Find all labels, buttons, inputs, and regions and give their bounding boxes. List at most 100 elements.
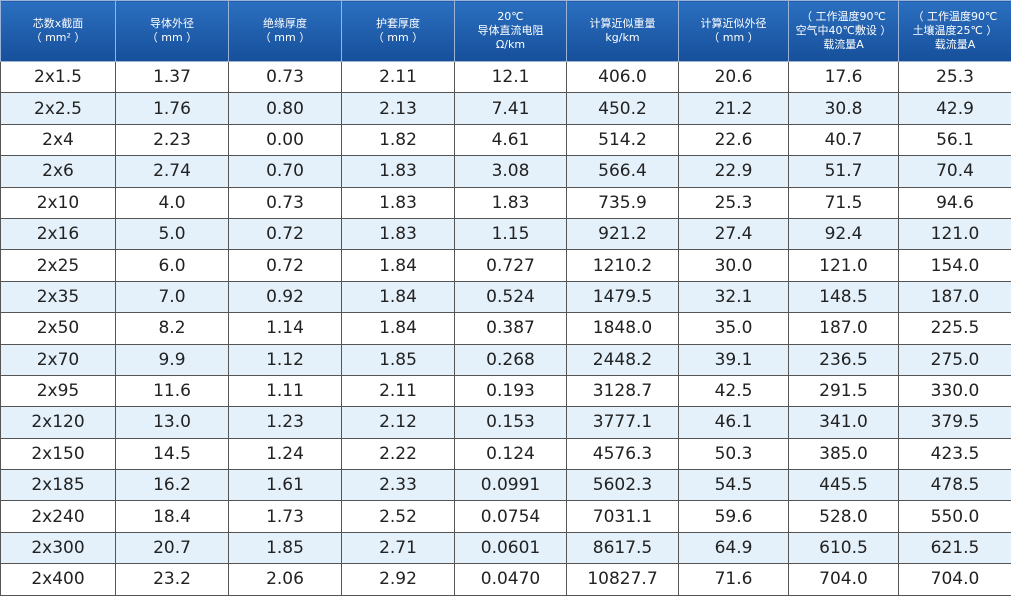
table-cell: 2.33 [341,469,455,502]
table-cell: 22.9 [678,155,789,188]
table-cell: 16.2 [115,469,229,502]
header-cell: 计算近似外径（ mm ） [678,0,789,62]
header-row: 芯数x截面（ mm² ）导体外径（ mm ）绝缘厚度（ mm ）护套厚度（ mm… [0,0,1011,62]
table-cell: 187.0 [898,280,1011,314]
table-cell: 2x25 [0,249,116,282]
table-cell: 1.24 [228,437,342,471]
header-line: （ mm ） [259,31,311,44]
table-cell: 2.92 [341,563,455,596]
table-cell: 2x150 [0,437,116,471]
table-cell: 2.71 [341,531,455,565]
table-cell: 2x2.5 [0,92,116,125]
table-cell: 54.5 [678,469,789,502]
table-cell: 2.06 [228,563,342,596]
table-cell: 2x16 [0,217,116,251]
table-cell: 423.5 [898,437,1011,471]
table-cell: 59.6 [678,500,789,533]
header-line: 计算近似重量 [589,17,656,30]
table-cell: 0.73 [228,186,342,219]
table-cell: 2x185 [0,469,116,502]
table-cell: 621.5 [898,531,1011,565]
table-cell: 1.73 [228,500,342,533]
table-cell: 0.00 [228,123,342,157]
table-cell: 0.153 [454,406,567,439]
table-cell: 1.83 [341,155,455,188]
table-cell: 148.5 [788,280,899,314]
header-cell: （ 工作温度90℃ 土壤温度25℃ ）载流量A [898,0,1011,62]
header-line: 计算近似外径 [700,17,767,30]
table-cell: 1.37 [115,60,229,94]
table-cell: 2x400 [0,563,116,596]
table-row: 2x150 14.5 1.24 2.22 0.124 4576.3 50.3 385.0 423… [0,437,1011,471]
table-cell: 1.84 [341,312,455,345]
table-cell: 22.6 [678,123,789,157]
table-cell: 1.11 [228,374,342,408]
table-cell: 5.0 [115,217,229,251]
table-cell: 0.80 [228,92,342,125]
table-cell: 1.14 [228,312,342,345]
table-cell: 6.0 [115,249,229,282]
table-cell: 1.85 [228,531,342,565]
table-cell: 64.9 [678,531,789,565]
table-cell: 50.3 [678,437,789,471]
table-cell: 42.9 [898,92,1011,125]
table-cell: 291.5 [788,374,899,408]
table-cell: 2x70 [0,343,116,376]
table-cell: 566.4 [566,155,679,188]
table-row: 2x95 11.6 1.11 2.11 0.193 3128.7 42.5 291.5 330.… [0,374,1011,408]
table-row: 2x2.5 1.76 0.80 2.13 7.41 450.2 21.2 30.8 42.9 [0,92,1011,125]
header-line: Ω/km [495,38,526,51]
table-cell: 406.0 [566,60,679,94]
table-cell: 2x95 [0,374,116,408]
table-cell: 8617.5 [566,531,679,565]
table-cell: 51.7 [788,155,899,188]
table-cell: 12.1 [454,60,567,94]
table-cell: 71.6 [678,563,789,596]
table-cell: 2x120 [0,406,116,439]
table-cell: 39.1 [678,343,789,376]
table-cell: 2.52 [341,500,455,533]
table-cell: 610.5 [788,531,899,565]
table-cell: 0.524 [454,280,567,314]
table-cell: 704.0 [898,563,1011,596]
table-cell: 13.0 [115,406,229,439]
table-cell: 25.3 [678,186,789,219]
table-cell: 32.1 [678,280,789,314]
table-cell: 5602.3 [566,469,679,502]
table-cell: 18.4 [115,500,229,533]
table-cell: 1.83 [341,186,455,219]
table-cell: 121.0 [788,249,899,282]
table-cell: 275.0 [898,343,1011,376]
table-cell: 3128.7 [566,374,679,408]
header-cell: 护套厚度（ mm ） [341,0,455,62]
table-cell: 0.387 [454,312,567,345]
table-row: 2x4 2.23 0.00 1.82 4.61 514.2 22.6 40.7 56.1 [0,123,1011,157]
table-cell: 2448.2 [566,343,679,376]
table-cell: 1.82 [341,123,455,157]
table-cell: 735.9 [566,186,679,219]
table-cell: 17.6 [788,60,899,94]
table-cell: 7031.1 [566,500,679,533]
table-cell: 1848.0 [566,312,679,345]
table-cell: 478.5 [898,469,1011,502]
table-cell: 2x10 [0,186,116,219]
header-line: 导体直流电阻 [477,24,544,37]
header-cell: 20℃ 导体直流电阻 Ω/km [454,0,567,62]
header-line: 导体外径 [150,17,194,30]
table-cell: 25.3 [898,60,1011,94]
header-line: 绝缘厚度 [263,17,307,30]
table-cell: 1210.2 [566,249,679,282]
table-cell: 0.72 [228,217,342,251]
table-cell: 1.12 [228,343,342,376]
table-row: 2x50 8.2 1.14 1.84 0.387 1848.0 35.0 187.0 225.5 [0,312,1011,345]
table-row: 2x35 7.0 0.92 1.84 0.524 1479.5 32.1 148.5 187.0 [0,280,1011,314]
table-cell: 187.0 [788,312,899,345]
table-cell: 1.83 [341,217,455,251]
table-cell: 3777.1 [566,406,679,439]
table-cell: 450.2 [566,92,679,125]
table-cell: 23.2 [115,563,229,596]
table-cell: 1.61 [228,469,342,502]
table-cell: 30.8 [788,92,899,125]
table-body: 2x1.5 1.37 0.73 2.11 12.1 406.0 20.6 17.6 25.3 2x… [0,60,1011,596]
